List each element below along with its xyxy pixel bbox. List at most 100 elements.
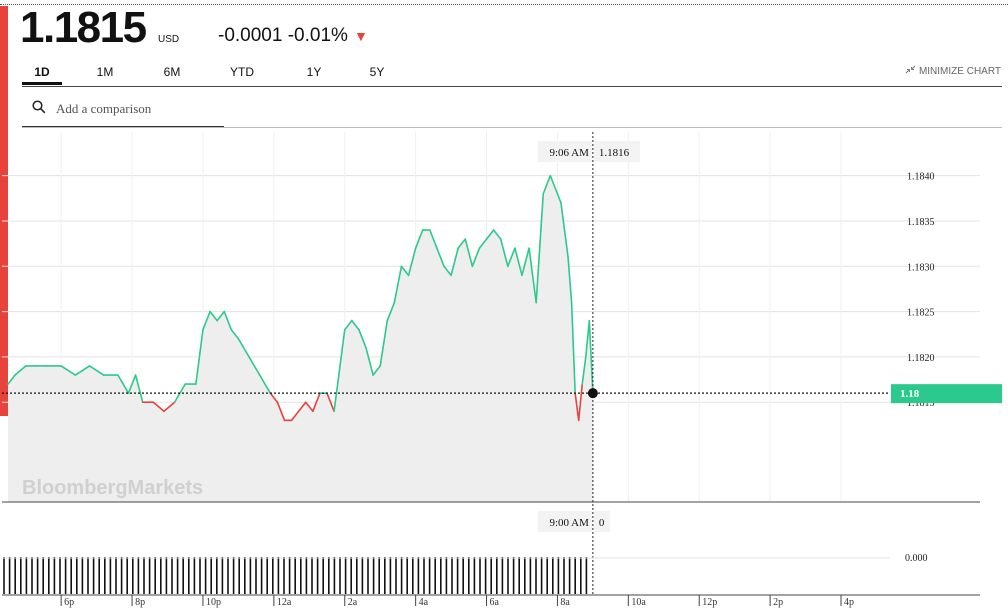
volume-value-box: [593, 511, 610, 532]
price-segment: [450, 247, 459, 277]
price-segment: [14, 365, 27, 376]
x-tick-label: 10p: [206, 597, 221, 608]
price-segment: [393, 265, 403, 304]
price-segment: [358, 328, 367, 349]
volume-value-label: 0: [599, 517, 605, 529]
price-segment: [492, 229, 502, 240]
price-segment: [567, 256, 573, 304]
crosshair-value-label: 1.1816: [599, 147, 630, 159]
tab-1m[interactable]: 1M: [96, 65, 114, 79]
minimize-chart-button[interactable]: MINIMIZE CHART: [905, 65, 1001, 77]
price-segment: [351, 319, 360, 331]
price-segment: [407, 247, 417, 277]
price-segment: [560, 202, 566, 231]
crosshair-time-box: [537, 141, 592, 162]
last-value-tag[interactable]: 1.18: [891, 384, 1002, 404]
price-segment: [7, 374, 16, 385]
minimize-arrows-icon: [905, 65, 916, 77]
price-segment: [574, 392, 580, 422]
price-segment: [400, 265, 410, 277]
price-segment: [343, 319, 353, 331]
price-segment: [333, 328, 346, 413]
volume-time-box: [537, 511, 592, 532]
search-divider: [22, 127, 1002, 128]
price-segment: [326, 392, 335, 413]
price-segment: [429, 229, 438, 249]
tab-1y[interactable]: 1Y: [306, 65, 322, 79]
price-segment: [386, 301, 396, 322]
price-segment: [457, 238, 467, 249]
top-dotted-rule: [0, 4, 1008, 5]
price-segment: [588, 319, 594, 394]
price-segment: [290, 410, 300, 422]
price-segment: [258, 374, 272, 394]
price-segment: [60, 365, 77, 376]
x-tick-label: 2p: [773, 597, 783, 608]
price-segment: [237, 337, 250, 358]
comparison-search-input[interactable]: [54, 97, 226, 121]
price-segment: [117, 374, 130, 394]
price-segment: [269, 392, 279, 404]
price-segment: [163, 401, 176, 413]
price-segment: [436, 247, 445, 268]
price-segment: [312, 392, 321, 413]
currency-label: USD: [158, 34, 180, 45]
price-segment: [223, 310, 233, 331]
price-segment: [230, 328, 240, 340]
price-segment: [88, 365, 105, 376]
watermark: BloombergMarkets: [22, 477, 203, 499]
current-price: 1.1815: [20, 3, 147, 52]
price-segment: [556, 192, 562, 204]
price-change: -0.0001 -0.01%: [218, 25, 348, 46]
tab-ytd[interactable]: YTD: [230, 65, 254, 79]
price-area-fill: [8, 175, 593, 503]
price-segment: [414, 229, 424, 249]
price-segment: [535, 192, 545, 304]
crosshair-label: 9:06 AM 1.1816: [537, 141, 640, 162]
y-tick-label: 1.1830: [907, 262, 935, 273]
search-icon: [32, 100, 46, 119]
price-segment: [478, 238, 488, 249]
crosshair-time-label: 9:06 AM: [549, 147, 589, 159]
x-tick-label: 4a: [419, 597, 429, 608]
price-segment: [507, 247, 516, 268]
price-segment: [528, 247, 537, 304]
minimize-chart-label: MINIMIZE CHART: [918, 66, 1001, 77]
price-segment: [570, 301, 576, 394]
volume-y-tick: 0.000: [905, 553, 928, 564]
price-segment: [248, 356, 261, 376]
tab-5y[interactable]: 5Y: [369, 65, 385, 79]
comparison-search: [22, 94, 226, 127]
x-tick-label: 8p: [135, 597, 145, 608]
y-tick-label: 1.1835: [907, 217, 935, 228]
y-tick-label: 1.1840: [907, 172, 935, 183]
tab-6m[interactable]: 6M: [163, 65, 181, 79]
y-axis-labels: 1.1840 1.1835 1.1830 1.1825 1.1820 1.1815: [907, 172, 935, 410]
price-segment: [514, 247, 523, 277]
current-price-dot[interactable]: [587, 388, 598, 399]
price-segment: [195, 328, 204, 385]
tab-1d[interactable]: 1D: [22, 62, 62, 85]
x-tick-label: 6a: [490, 597, 500, 608]
price-change-bar: [0, 6, 8, 416]
x-axis: 6p 8p 10p 12a 2a 4a 6a 8a 10a 12p 2p 4p: [2, 594, 980, 608]
price-segment: [584, 319, 591, 358]
price-segment: [276, 401, 286, 422]
price-segment: [379, 319, 389, 367]
price-segment: [297, 401, 307, 413]
price-segment: [127, 374, 137, 394]
x-tick-label: 8a: [560, 597, 570, 608]
price-segment: [521, 247, 530, 277]
price-segment: [134, 374, 144, 404]
tabs-divider: [22, 86, 1002, 87]
price-segment: [443, 265, 452, 277]
last-value-tag-label: 1.18: [900, 388, 920, 400]
price-line-segments: [7, 174, 594, 422]
price-segment: [209, 310, 218, 322]
x-tick-label: 12p: [702, 597, 717, 608]
price-segment: [563, 229, 569, 259]
price-segment: [216, 310, 226, 322]
price-segment: [581, 356, 587, 385]
price-segment: [471, 247, 481, 268]
